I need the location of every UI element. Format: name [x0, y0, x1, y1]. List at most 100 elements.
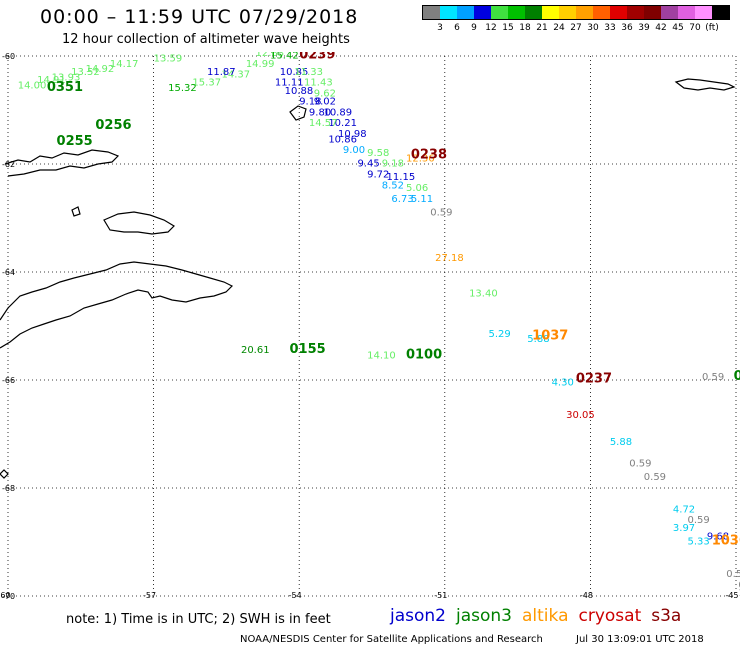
wave-height-label: 10.21 — [328, 118, 357, 129]
legend-label: 39 — [638, 23, 650, 33]
legend-swatches — [422, 5, 730, 20]
wave-height-label: 14.91 — [37, 75, 66, 86]
wave-height-label: 1. — [738, 588, 740, 599]
satellite-legend-item: s3a — [651, 606, 682, 626]
legend-label: 21 — [536, 23, 548, 33]
wave-height-label: 14.10 — [367, 350, 396, 361]
legend-swatch — [559, 6, 576, 19]
legend-swatch — [661, 6, 678, 19]
wave-height-label: 14.17 — [110, 59, 139, 70]
pass-time-label: 0239 — [299, 52, 335, 63]
satellite-legend-item: altika — [522, 606, 569, 626]
pass-time-label: 1036 — [712, 534, 740, 549]
wave-height-label: 14.57 — [309, 118, 338, 129]
wave-height-label: 15.42 — [270, 52, 299, 62]
map-subtitle: 12 hour collection of altimeter wave hei… — [62, 32, 350, 47]
legend-label: 70 — [689, 23, 701, 33]
legend-labels: 3 6 9 12 15 18 21 24 27 30 33 36 39 42 45 70 (ft) — [422, 20, 730, 34]
legend-label: 42 — [655, 23, 667, 33]
legend-label: 12 — [485, 23, 497, 33]
legend-swatch — [593, 6, 610, 19]
legend-swatch — [457, 6, 474, 19]
wave-height-label: 27.18 — [435, 253, 464, 264]
lon-tick-label: -48 — [580, 591, 593, 600]
legend-label: 45 — [672, 23, 684, 33]
legend-swatch — [610, 6, 627, 19]
wave-height-label: 12.36 — [406, 153, 435, 164]
wave-height-label: 12.83 — [256, 52, 285, 59]
wave-height-label: 14.92 — [86, 64, 115, 75]
legend-swatch — [712, 6, 729, 19]
wave-height-label: 5.11 — [411, 194, 433, 205]
wave-height-label: 14.00 — [18, 80, 47, 91]
wave-height-label: 9.18 — [382, 159, 404, 170]
lat-tick-label: -64 — [2, 268, 15, 277]
wave-height-label: 11.87 — [207, 67, 236, 78]
wave-height-label: 5.29 — [488, 329, 510, 340]
satellite-legend: jason2 jason3 altika cryosat s3a — [390, 606, 691, 626]
wave-height-label: 30.05 — [566, 410, 595, 421]
legend-swatch — [627, 6, 644, 19]
lat-tick-label: -68 — [2, 484, 15, 493]
wave-height-label: 5.33 — [687, 537, 709, 548]
legend-swatch — [525, 6, 542, 19]
pass-time-label: 0237 — [576, 372, 612, 387]
wave-height-label: 11.15 — [387, 172, 416, 183]
wave-height-label: 9.02 — [314, 97, 336, 108]
map-background — [0, 52, 740, 600]
legend-label: 24 — [553, 23, 565, 33]
latitude-labels: -60 -62 -64 -66 -68 -70 — [2, 52, 15, 600]
wave-height-label: 10.86 — [328, 134, 357, 145]
footer-timestamp: Jul 30 13:09:01 UTC 2018 — [576, 634, 704, 645]
legend-swatch — [474, 6, 491, 19]
wave-height-label: 9.45 — [357, 159, 379, 170]
wave-height-label: 10.85 — [280, 67, 309, 78]
wave-height-label: 0.59 — [644, 472, 666, 483]
pass-time-label: 0155 — [289, 342, 325, 357]
pass-time-label: 1037 — [532, 329, 568, 344]
legend-label: 27 — [570, 23, 582, 33]
wave-height-label: 9.58 — [367, 148, 389, 159]
lon-tick-label: -60 — [0, 591, 11, 600]
wave-height-label: 8.52 — [382, 180, 404, 191]
legend-swatch — [491, 6, 508, 19]
wave-height-label: 9.18 — [299, 97, 321, 108]
lat-tick-label: -70 — [2, 592, 15, 600]
south-shetland-coast — [4, 149, 120, 177]
pass-time-label: 0238 — [411, 148, 447, 163]
legend-label: 15 — [502, 23, 514, 33]
wave-height-label: 11.11 — [275, 78, 304, 89]
pass-time-label: 0 — [734, 369, 740, 384]
legend-swatch — [644, 6, 661, 19]
wave-height-label: 5.88 — [610, 437, 632, 448]
wave-height-label: 3.97 — [673, 523, 695, 534]
wave-height-label: 0.59 — [726, 569, 740, 580]
legend-swatch — [508, 6, 525, 19]
wave-height-label: 13.52 — [71, 67, 100, 78]
wave-height-label: 0.59 — [702, 372, 724, 383]
legend-label: 18 — [519, 23, 531, 33]
longitude-labels: -60 -57 -54 -51 -48 -45 — [0, 591, 739, 600]
wave-height-label: 9.00 — [343, 145, 365, 156]
color-legend: 3 6 9 12 15 18 21 24 27 30 33 36 39 42 45 70 (ft) — [422, 5, 730, 34]
lat-tick-label: -60 — [2, 52, 15, 61]
wave-height-label: 14.37 — [222, 70, 251, 81]
wave-height-label: 4.30 — [552, 377, 574, 388]
south-orkney-coast — [674, 78, 736, 91]
pass-time-label: 0256 — [95, 118, 131, 133]
footer-note: note: 1) Time is in UTC; 2) SWH is in fe… — [66, 612, 331, 627]
wave-height-label: 13.93 — [52, 72, 81, 83]
antarctic-peninsula-coast — [0, 261, 234, 349]
legend-swatch — [423, 6, 440, 19]
satellite-legend-item: jason2 — [390, 606, 446, 626]
map-title: 00:00 – 11:59 UTC 07/29/2018 — [40, 6, 359, 28]
lat-tick-label: -62 — [2, 160, 15, 169]
legend-swatch — [542, 6, 559, 19]
james-ross-island-coast — [103, 211, 175, 235]
wave-height-label: 10.88 — [285, 86, 314, 97]
pass-time-label: 0351 — [47, 80, 83, 95]
wave-height-label: 0.59 — [430, 207, 452, 218]
lat-lon-gridlines — [7, 55, 737, 597]
wave-height-label: 15.32 — [168, 83, 197, 94]
